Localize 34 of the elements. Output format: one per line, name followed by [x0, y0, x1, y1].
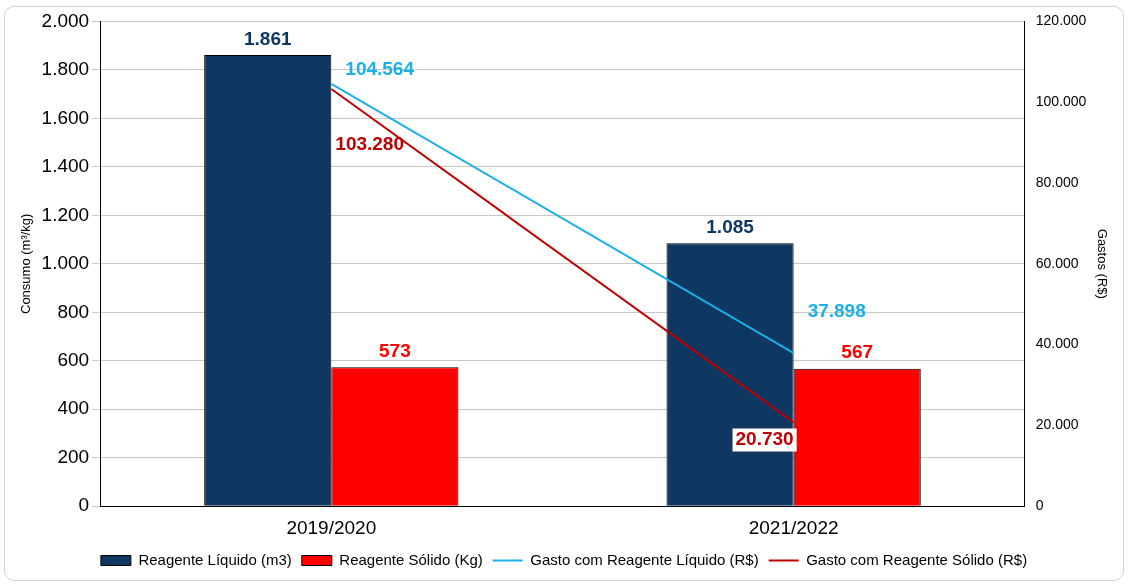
y-tick-label: 1.400 — [41, 155, 90, 177]
y2-tick-label: 80.000 — [1035, 173, 1079, 190]
data-label: 573 — [379, 340, 411, 362]
data-label: 103.280 — [335, 132, 404, 154]
y-tick-label: 1.000 — [41, 252, 90, 274]
y-tick-label: 2.000 — [41, 9, 90, 31]
y-tick-label: 1.600 — [41, 106, 90, 128]
legend-label: Gasto com Reagente Líquido (R$) — [530, 550, 759, 568]
legend-label: Reagente Líquido (m3) — [138, 550, 292, 568]
x-tick-label: 2021/2022 — [748, 516, 839, 538]
y2-tick-label: 40.000 — [1035, 335, 1079, 352]
x-tick-label: 2019/2020 — [286, 516, 377, 538]
y2-tick-label: 100.000 — [1035, 93, 1087, 110]
y-axis-title: Consumo (m³/kg) — [18, 213, 34, 315]
data-label: 567 — [841, 341, 874, 363]
data-label: 37.898 — [807, 299, 866, 321]
y2-tick-label: 20.000 — [1035, 416, 1079, 433]
y2-tick-label: 120.000 — [1035, 12, 1087, 29]
y-tick-label: 400 — [57, 397, 90, 419]
y-tick-label: 0 — [78, 494, 90, 516]
y-tick-label: 600 — [57, 348, 90, 370]
y-tick-label: 200 — [57, 445, 90, 467]
y-tick-label: 800 — [57, 300, 90, 322]
y2-tick-label: 0 — [1035, 497, 1044, 514]
y2-tick-label: 60.000 — [1035, 254, 1079, 271]
data-label: 1.861 — [243, 27, 292, 49]
y-tick-label: 1.200 — [41, 203, 90, 225]
data-label: 1.085 — [706, 215, 755, 237]
legend-label: Gasto com Reagente Sólido (R$) — [806, 550, 1028, 568]
y2-axis-title: Gastos (R$) — [1094, 228, 1110, 299]
y-tick-label: 1.800 — [41, 58, 90, 80]
data-label: 104.564 — [345, 58, 415, 80]
legend-label: Reagente Sólido (Kg) — [339, 550, 483, 568]
data-label: 20.730 — [735, 428, 794, 450]
